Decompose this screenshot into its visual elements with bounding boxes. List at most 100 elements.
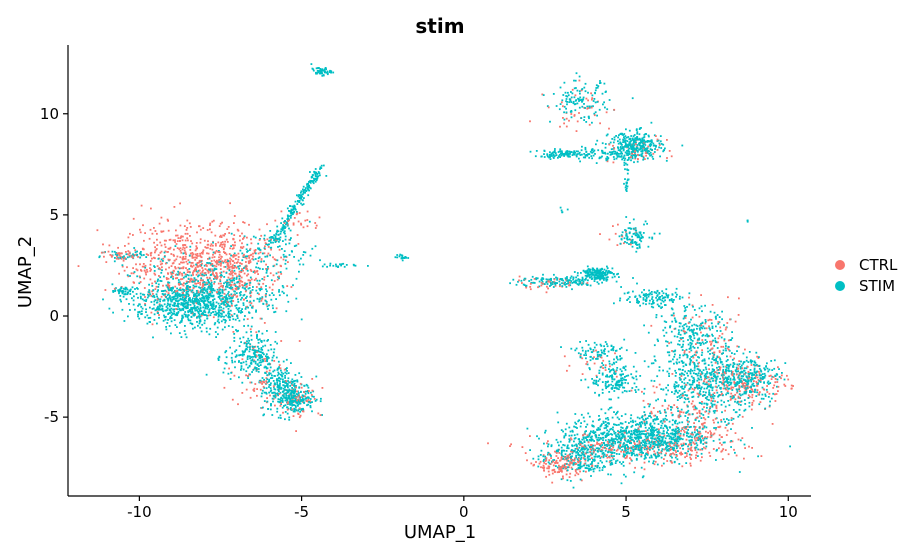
point-stim [612,384,614,387]
point-stim [296,379,299,382]
point-stim [120,290,123,293]
point-stim [657,446,659,449]
point-stim [288,215,290,218]
point-ctrl [192,264,195,267]
point-stim [690,375,693,378]
point-stim [623,386,626,389]
point-stim [629,435,632,438]
point-stim [247,377,249,379]
point-ctrl [199,228,202,231]
point-stim [591,462,593,465]
point-stim [736,350,738,352]
point-stim [745,356,748,359]
point-stim [556,411,559,414]
point-ctrl [705,430,707,433]
point-stim [760,374,763,377]
point-stim [254,252,257,255]
point-ctrl [561,458,564,460]
point-ctrl [174,277,177,280]
point-stim [761,386,764,389]
point-stim [686,353,688,356]
point-ctrl [207,252,210,255]
point-stim [228,319,231,321]
point-stim [304,251,307,254]
point-stim [677,333,680,335]
point-stim [295,385,297,387]
point-stim [166,309,168,311]
point-stim [650,291,653,293]
point-ctrl [150,311,153,314]
point-ctrl [687,420,689,423]
point-stim [367,265,369,267]
point-stim [285,382,288,385]
point-stim [281,228,284,230]
point-stim [662,143,665,146]
point-stim [650,454,653,457]
point-stim [652,420,655,423]
point-stim [309,398,312,400]
point-ctrl [710,394,713,396]
point-stim [620,370,623,373]
point-ctrl [568,456,571,459]
point-stim [570,96,573,99]
point-stim [660,452,663,455]
point-stim [542,460,545,462]
point-stim [700,354,703,356]
point-ctrl [643,461,646,464]
point-stim [734,400,736,403]
point-stim [667,295,669,298]
point-stim [274,310,277,313]
point-ctrl [775,393,778,395]
point-stim [207,306,210,308]
point-stim [667,384,669,387]
point-stim [272,294,275,296]
point-stim [237,298,239,301]
point-stim [613,152,616,155]
point-stim [260,340,263,342]
point-ctrl [665,452,667,455]
point-stim [550,152,553,155]
point-stim [595,379,597,382]
point-stim [704,304,706,307]
point-stim [218,321,220,324]
point-ctrl [727,339,730,342]
point-stim [693,334,695,337]
point-stim [617,396,620,399]
point-ctrl [571,88,574,91]
point-stim [738,388,740,391]
point-stim [682,340,685,343]
point-ctrl [237,256,240,258]
point-stim [651,296,654,298]
point-stim [640,455,643,458]
point-stim [695,433,698,436]
point-stim [278,373,280,375]
point-stim [621,445,624,448]
point-stim [679,333,682,336]
point-stim [656,298,659,301]
point-ctrl [144,264,147,267]
point-stim [687,370,690,372]
point-stim [203,302,205,304]
point-stim [220,303,223,305]
point-stim [587,458,590,461]
point-stim [197,324,199,327]
point-stim [124,293,127,295]
point-stim [279,391,282,394]
point-ctrl [676,406,678,408]
point-stim [688,303,691,306]
point-stim [631,97,634,100]
point-stim [640,433,643,435]
point-stim [249,249,251,251]
point-stim [722,371,724,374]
point-stim [768,368,771,371]
point-stim [293,204,296,207]
point-stim [653,438,656,440]
point-stim [704,376,707,379]
point-stim [684,398,687,401]
point-ctrl [648,440,650,442]
point-stim [773,367,776,370]
point-stim [624,454,627,456]
point-ctrl [654,437,657,440]
point-stim [261,360,264,363]
point-stim [683,305,686,307]
